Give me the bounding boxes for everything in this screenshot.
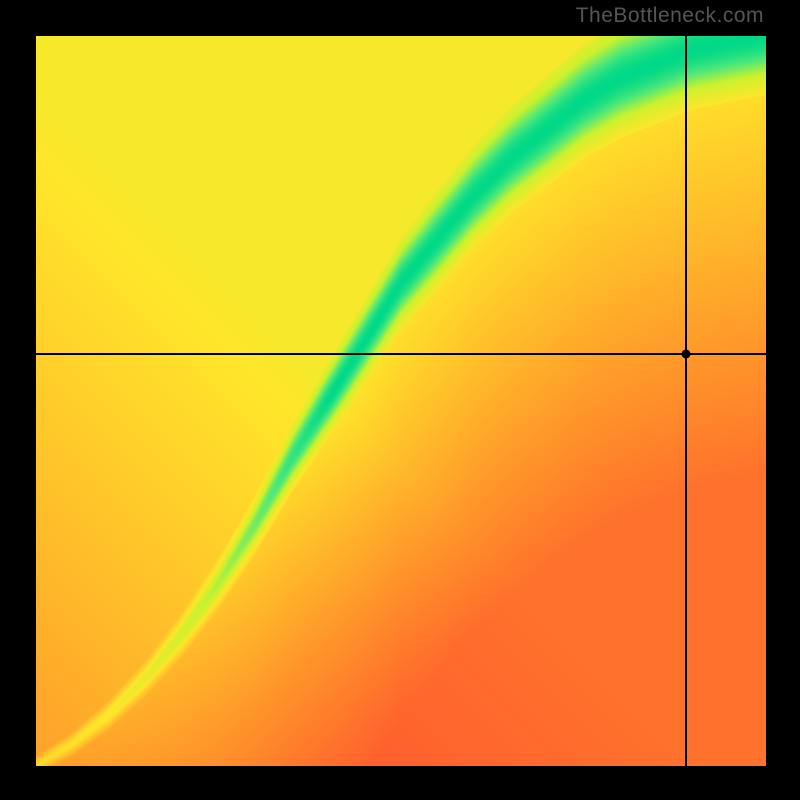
heatmap-canvas (36, 36, 766, 766)
plot-area (36, 36, 766, 766)
chart-container: TheBottleneck.com (0, 0, 800, 800)
crosshair-marker (682, 349, 691, 358)
crosshair-horizontal (36, 353, 766, 355)
watermark-text: TheBottleneck.com (576, 4, 764, 28)
crosshair-vertical (685, 36, 687, 766)
